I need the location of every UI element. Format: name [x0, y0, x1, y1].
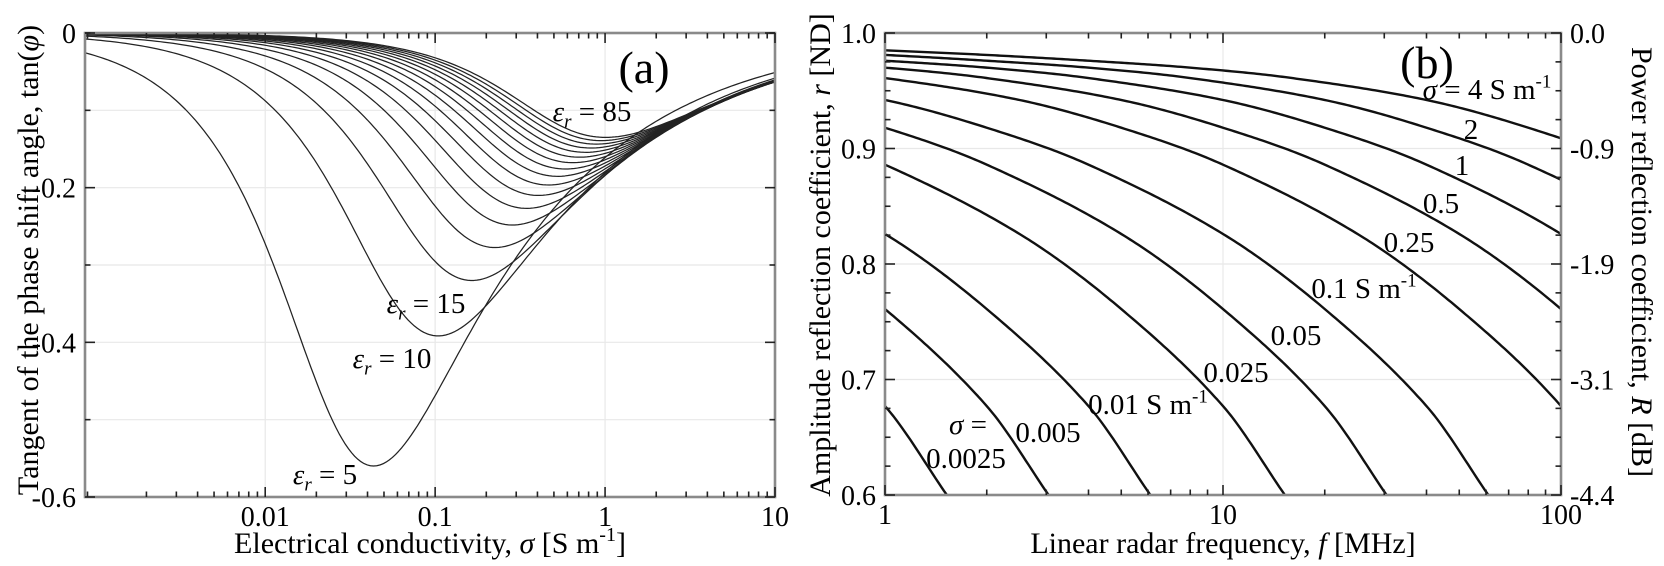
curve-label: 1	[1455, 150, 1470, 182]
y-tick-label-right: 0.0	[1570, 19, 1605, 50]
curve-label: 0.1 S m-1	[1311, 270, 1416, 305]
y-tick-label: 0.6	[841, 481, 876, 512]
y-tick-label: 0.8	[841, 250, 876, 281]
curve-label: 0.25	[1384, 227, 1435, 259]
y-tick-label: 0.9	[841, 135, 876, 166]
x-axis-title: Electrical conductivity, σ [S m-1]	[234, 524, 626, 560]
curve-sigma-0.0025	[884, 405, 948, 496]
curve-eps-15	[84, 35, 776, 282]
curve-sigma-0.1	[884, 98, 1490, 496]
y-tick-label: 0	[62, 19, 76, 50]
curve-eps-25	[84, 33, 776, 226]
x-tick-label: 1	[598, 502, 612, 533]
y-tick-label: 1.0	[841, 19, 876, 50]
curve-label: 2	[1464, 114, 1479, 146]
x-axis-title: Linear radar frequency, f [MHz]	[1030, 527, 1415, 560]
curve-sigma-1	[884, 59, 1562, 235]
curve-sigma-0.05	[884, 126, 1388, 496]
panel-letter: (a)	[618, 42, 669, 93]
curve-sigma-0.5	[884, 66, 1562, 310]
panel-b: 1 10 100 1.0 0.9 0.8 0.7 0.6 0.0 -0.9 -1.9 -3.1 -4.4…	[804, 13, 1658, 560]
curve-label: εr = 85	[553, 96, 632, 132]
curve-sigma-0.01	[884, 232, 1152, 496]
curve-eps-45	[84, 32, 776, 177]
curve-label: εr = 10	[353, 343, 432, 379]
curve-label: εr = 15	[387, 288, 466, 324]
curve-eps-5	[84, 52, 776, 467]
curve-eps-70	[84, 32, 776, 149]
y-tick-label-right: -4.4	[1570, 481, 1614, 512]
panel-letter: (b)	[1400, 37, 1454, 88]
y-axis-title-right: Power reflection coefficient, R [dB]	[1625, 47, 1658, 477]
curve-label: 0.5	[1423, 188, 1459, 220]
y-tick-label-right: -3.1	[1570, 366, 1614, 397]
y-tick-label: -0.4	[32, 328, 76, 359]
x-tick-label: 0.1	[418, 502, 453, 533]
x-tick-label: 1	[878, 500, 892, 531]
curve-label: σ =	[949, 409, 987, 441]
curve-label: εr = 5	[293, 459, 357, 495]
curve-label: 0.025	[1203, 357, 1268, 389]
x-tick-label: 10	[761, 502, 789, 533]
curves	[84, 32, 776, 467]
curves	[884, 49, 1562, 496]
y-axis-title: Tangent of the phase shift angle, tan(φ)	[12, 25, 45, 495]
curve-sigma-2	[884, 53, 1562, 181]
y-tick-label: 0.7	[841, 366, 876, 397]
ticks	[85, 32, 776, 498]
curve-eps-55	[84, 32, 776, 164]
curve-label: 0.05	[1271, 320, 1322, 352]
curve-label: 0.005	[1015, 417, 1080, 449]
curve-sigma-0.005	[884, 308, 1050, 496]
curve-sigma-4	[884, 49, 1562, 140]
x-tick-label: 0.01	[241, 502, 290, 533]
curve-sigma-0.025	[884, 163, 1286, 496]
curve-label: 0.01 S m-1	[1088, 386, 1208, 421]
x-tick-label: 100	[1540, 500, 1582, 531]
curve-label: σ = 4 S m-1	[1423, 71, 1552, 106]
x-tick-label: 10	[1209, 500, 1237, 531]
y-axis-title: Amplitude reflection coefficient, r [ND]	[804, 13, 837, 496]
gridlines	[85, 33, 775, 497]
curve-label: 0.0025	[926, 443, 1006, 475]
panel-a: 0.01 0.1 1 10 0 -0.2 -0.4 -0.6 Electrical conduc…	[12, 19, 789, 560]
y-tick-label-right: -1.9	[1570, 250, 1614, 281]
y-tick-label: -0.6	[32, 483, 76, 514]
gridlines	[885, 33, 1561, 495]
ticks	[884, 32, 1562, 496]
curve-eps-60	[84, 32, 776, 158]
y-tick-label: -0.2	[32, 174, 76, 205]
y-tick-label-right: -0.9	[1570, 135, 1614, 166]
curve-sigma-0.25	[884, 76, 1562, 407]
